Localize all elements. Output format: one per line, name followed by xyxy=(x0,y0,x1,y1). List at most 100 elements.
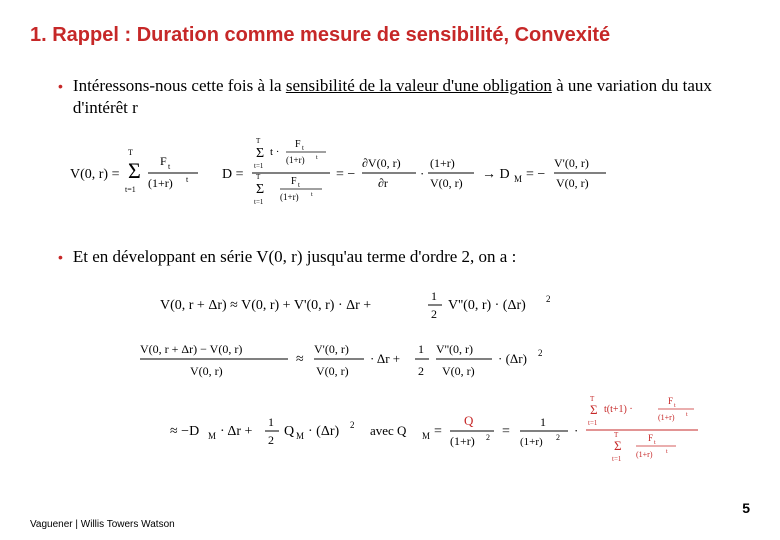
svg-text:V(0, r): V(0, r) xyxy=(316,364,349,378)
formula-2-svg: V(0, r + Δr) ≈ V(0, r) + V'(0, r) · Δr +… xyxy=(160,284,620,324)
svg-text:t: t xyxy=(686,412,688,418)
formula-1-svg: V(0, r) = Σ T t=1 Ft (1+r)t D = Σ T t=1 … xyxy=(70,135,710,213)
svg-text:V'(0, r): V'(0, r) xyxy=(314,342,349,356)
svg-text:(1+r): (1+r) xyxy=(286,155,305,165)
svg-text:1: 1 xyxy=(431,289,437,303)
page-number: 5 xyxy=(742,500,750,516)
formula-row-1: V(0, r) = Σ T t=1 Ft (1+r)t D = Σ T t=1 … xyxy=(30,135,750,218)
slide-title: 1. Rappel : Duration comme mesure de sen… xyxy=(30,24,750,47)
svg-text:V''(0, r): V''(0, r) xyxy=(436,342,473,356)
svg-text:Σ: Σ xyxy=(256,146,264,161)
svg-text:M: M xyxy=(514,174,522,184)
svg-text:≈: ≈ xyxy=(296,352,304,367)
svg-text:t: t xyxy=(298,181,300,189)
svg-text:t: t xyxy=(168,162,171,171)
svg-text:2: 2 xyxy=(268,433,274,447)
bullet-1-text: Intéressons-nous cette fois à la sensibi… xyxy=(73,75,750,119)
svg-text:t=1: t=1 xyxy=(612,455,622,463)
svg-text:t: t xyxy=(302,144,304,152)
svg-text:1: 1 xyxy=(540,415,546,429)
svg-text:2: 2 xyxy=(431,307,437,321)
svg-text:t: t xyxy=(654,440,656,446)
svg-text:Σ: Σ xyxy=(128,158,141,183)
svg-text:V(0, r) =: V(0, r) = xyxy=(70,167,120,182)
svg-text:· Δr +: · Δr + xyxy=(370,351,400,366)
formula-row-2: V(0, r + Δr) ≈ V(0, r) + V'(0, r) · Δr +… xyxy=(30,284,750,329)
svg-text:t(t+1) ·: t(t+1) · xyxy=(604,404,633,415)
svg-text:V'(0, r): V'(0, r) xyxy=(554,156,589,170)
svg-text:V''(0, r) · (Δr): V''(0, r) · (Δr) xyxy=(448,298,526,313)
svg-text:→ D: → D xyxy=(482,167,510,182)
formula-4-svg: ≈ −D M · Δr + 1 2 Q M · (Δr) 2 avec Q M … xyxy=(170,392,730,470)
svg-text:M: M xyxy=(296,431,304,441)
svg-text:F: F xyxy=(160,154,167,168)
svg-text:· (Δr): · (Δr) xyxy=(308,424,339,439)
svg-text:Σ: Σ xyxy=(614,438,622,453)
svg-text:2: 2 xyxy=(350,420,355,430)
svg-text:V(0, r): V(0, r) xyxy=(430,176,463,190)
svg-text:∂V(0, r): ∂V(0, r) xyxy=(362,156,401,170)
svg-text:M: M xyxy=(422,431,430,441)
svg-text:M: M xyxy=(208,431,216,441)
svg-text:= −: = − xyxy=(526,167,545,182)
svg-text:V(0, r): V(0, r) xyxy=(556,176,589,190)
svg-text:2: 2 xyxy=(418,364,424,378)
svg-text:V(0, r + Δr) ≈ V(0, r) + V'(0,: V(0, r + Δr) ≈ V(0, r) + V'(0, r) · Δr + xyxy=(160,298,371,313)
svg-text:1: 1 xyxy=(418,342,424,356)
bullet-icon: • xyxy=(58,75,63,97)
svg-text:(1+r): (1+r) xyxy=(520,436,543,448)
svg-text:(1+r): (1+r) xyxy=(430,156,455,170)
svg-text:t: t xyxy=(666,449,668,455)
svg-text:1: 1 xyxy=(268,415,274,429)
svg-text:t: t xyxy=(186,175,189,184)
svg-text:Q: Q xyxy=(464,413,474,428)
svg-text:=: = xyxy=(434,424,442,439)
svg-text:2: 2 xyxy=(538,348,543,358)
svg-text:(1+r): (1+r) xyxy=(658,413,675,422)
formula-row-3: V(0, r + Δr) − V(0, r) V(0, r) ≈ V'(0, r… xyxy=(30,335,750,388)
footer-text: Vaguener | Willis Towers Watson xyxy=(30,519,175,530)
bullet-icon: • xyxy=(58,246,63,268)
svg-text:(1+r): (1+r) xyxy=(636,450,653,459)
svg-text:(1+r): (1+r) xyxy=(280,192,299,202)
svg-text:· Δr +: · Δr + xyxy=(220,424,253,439)
svg-text:T: T xyxy=(614,431,619,439)
bullet-2-text: Et en développant en série V(0, r) jusqu… xyxy=(73,246,516,268)
bullet-1: • Intéressons-nous cette fois à la sensi… xyxy=(30,75,750,119)
formula-3-svg: V(0, r + Δr) − V(0, r) V(0, r) ≈ V'(0, r… xyxy=(140,335,640,383)
svg-text:T: T xyxy=(128,148,133,157)
svg-text:t=1: t=1 xyxy=(588,419,598,427)
svg-text:t=1: t=1 xyxy=(125,185,136,194)
svg-text:t=1: t=1 xyxy=(254,162,264,170)
svg-text:V(0, r): V(0, r) xyxy=(190,364,223,378)
svg-text:t: t xyxy=(316,155,318,161)
svg-text:≈ −D: ≈ −D xyxy=(170,424,199,439)
svg-text:F: F xyxy=(291,176,297,187)
svg-text:2: 2 xyxy=(486,433,490,442)
svg-text:F: F xyxy=(295,139,301,150)
svg-text:Σ: Σ xyxy=(590,402,598,417)
svg-text:t: t xyxy=(674,403,676,409)
svg-text:· (Δr): · (Δr) xyxy=(498,351,527,366)
svg-text:Q: Q xyxy=(284,424,294,439)
svg-text:2: 2 xyxy=(546,294,551,304)
bullet-2: • Et en développant en série V(0, r) jus… xyxy=(30,246,750,268)
svg-text:T: T xyxy=(256,173,261,181)
svg-text:(1+r): (1+r) xyxy=(450,434,475,448)
svg-text:D =: D = xyxy=(222,167,244,182)
svg-text:·: · xyxy=(420,166,424,181)
bullet-1-pre: Intéressons-nous cette fois à la xyxy=(73,76,286,95)
svg-text:(1+r): (1+r) xyxy=(148,176,173,190)
svg-text:Σ: Σ xyxy=(256,182,264,197)
svg-text:avec Q: avec Q xyxy=(370,423,407,438)
svg-text:·: · xyxy=(574,423,578,438)
svg-text:=: = xyxy=(502,424,510,439)
svg-text:V(0, r + Δr) − V(0, r): V(0, r + Δr) − V(0, r) xyxy=(140,342,242,356)
svg-text:t ·: t · xyxy=(270,146,279,158)
svg-text:2: 2 xyxy=(556,433,560,442)
svg-text:V(0, r): V(0, r) xyxy=(442,364,475,378)
svg-text:= −: = − xyxy=(336,167,355,182)
svg-text:F: F xyxy=(648,433,653,443)
svg-text:T: T xyxy=(590,395,595,403)
svg-text:F: F xyxy=(668,396,673,406)
